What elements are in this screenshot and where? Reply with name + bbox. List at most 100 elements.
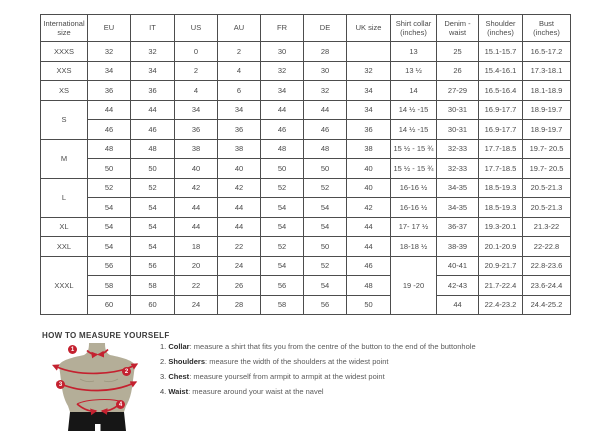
- table-cell: 16.9-17.7: [478, 119, 523, 140]
- size-chart-table: International size EU IT US AU FR DE UK size Shi…: [40, 14, 571, 315]
- table-cell: 52: [303, 177, 347, 198]
- table-cell: 50: [303, 236, 347, 257]
- table-cell: 34: [346, 99, 391, 120]
- table-cell: 17.7-18.5: [478, 138, 523, 159]
- step-text: : measure yourself from armpit to armpit…: [189, 372, 385, 381]
- table-cell: 20: [174, 255, 218, 276]
- table-cell: 42-43: [436, 275, 479, 296]
- table-cell: 48: [87, 138, 131, 159]
- table-cell: XXXS: [40, 41, 88, 62]
- table-cell: 36: [87, 80, 131, 101]
- table-cell: 23.6-24.4: [522, 275, 571, 296]
- measure-step-shoulders: 2. Shoulders: measure the width of the s…: [160, 358, 476, 366]
- table-row: 60 60 24 28 58 56 50 44 22.4-23.2 24.4-25.2: [41, 294, 571, 315]
- table-cell: 20.5-21.3: [522, 177, 571, 198]
- step-text: : measure around your waist at the navel: [188, 387, 324, 396]
- waist-measure-line: [76, 403, 98, 416]
- table-cell: 14 ½ -15: [390, 99, 437, 120]
- table-cell: 38-39: [436, 236, 479, 257]
- table-cell: 14: [390, 80, 437, 101]
- table-cell: 44: [87, 99, 131, 120]
- table-cell: 44: [346, 216, 391, 237]
- table-cell: 54: [303, 275, 347, 296]
- table-row: XS 36 36 4 6 34 32 34 14 27-29 16.5-16.4 18.1-18.9: [40, 80, 571, 101]
- table-cell: 21.3-22: [522, 216, 571, 237]
- table-cell: 4: [174, 80, 218, 101]
- table-row: S 44 44 34 34 44 44 34 14 ½ -15 30-31 16.9-17.7 18.…: [40, 99, 571, 140]
- table-cell: 42: [174, 177, 218, 198]
- table-cell: 32-33: [436, 158, 479, 179]
- mannequin-illustration: [52, 343, 139, 431]
- table-cell: 60: [87, 294, 131, 315]
- step-number: 4.: [160, 387, 169, 396]
- table-row: XXXS 32 32 0 2 30 28 13 25 15.1-15.7 16.5-17.2: [40, 41, 571, 62]
- table-cell: 46: [346, 255, 391, 276]
- table-cell: 26: [217, 275, 261, 296]
- table-row: 50 50 40 40 50 50 40 15 ½ - 15 ¾ 32-33 17.7-18.5 1…: [41, 158, 571, 179]
- table-cell: 42: [346, 197, 391, 218]
- table-cell: 44: [130, 99, 175, 120]
- table-cell: 54: [87, 197, 131, 218]
- table-cell: 56: [303, 294, 347, 315]
- measure-step-waist: 4. Waist: measure around your waist at t…: [160, 388, 476, 396]
- table-cell: 34: [217, 99, 261, 120]
- table-cell: 19 -20: [390, 255, 437, 315]
- measure-steps-list: 1. Collar: measure a shirt that fits you…: [160, 343, 476, 403]
- table-cell: 24: [174, 294, 218, 315]
- table-cell: 18.5-19.3: [478, 197, 523, 218]
- table-cell: 32: [260, 60, 304, 81]
- measure-badge-1: 1: [68, 345, 77, 354]
- table-cell: 4: [217, 60, 261, 81]
- table-cell: 48: [130, 138, 175, 159]
- measure-step-collar: 1. Collar: measure a shirt that fits you…: [160, 343, 476, 351]
- table-row: 46 46 36 36 46 46 36 14 ½ -15 30-31 16.9-17.7 18.9…: [41, 119, 571, 140]
- table-cell: 32: [87, 41, 131, 62]
- table-cell: 54: [87, 236, 131, 257]
- step-term: Shoulders: [168, 357, 206, 366]
- table-cell: 58: [87, 275, 131, 296]
- table-cell: 19.7- 20.5: [522, 158, 571, 179]
- table-cell: 18.9-19.7: [522, 119, 571, 140]
- table-cell: 16-16 ½: [390, 197, 437, 218]
- table-cell: 20.1-20.9: [478, 236, 523, 257]
- table-cell: 40: [217, 158, 261, 179]
- table-cell: [346, 41, 391, 62]
- table-cell: 48: [260, 138, 304, 159]
- table-cell: 32: [303, 80, 347, 101]
- table-cell: 16.9-17.7: [478, 99, 523, 120]
- table-cell: 36-37: [436, 216, 479, 237]
- table-cell: L: [40, 177, 88, 218]
- table-cell: 22.8-23.6: [522, 255, 571, 276]
- column-header: IT: [130, 14, 175, 42]
- table-cell: 46: [260, 119, 304, 140]
- column-header: Shirt collar (inches): [390, 14, 437, 42]
- table-cell: 38: [174, 138, 218, 159]
- table-cell: 56: [260, 275, 304, 296]
- table-cell: 36: [174, 119, 218, 140]
- table-cell: 52: [130, 177, 175, 198]
- table-cell: 60: [130, 294, 175, 315]
- table-cell: 40: [346, 158, 391, 179]
- collar-measure-line: [86, 349, 99, 359]
- torso-shape: [59, 343, 135, 412]
- table-cell: 42: [217, 177, 261, 198]
- table-cell: 40-41: [436, 255, 479, 276]
- table-cell: 44: [436, 294, 479, 315]
- table-cell: 22: [217, 236, 261, 257]
- table-cell: 26: [436, 60, 479, 81]
- table-cell: XS: [40, 80, 88, 101]
- table-cell: 40: [174, 158, 218, 179]
- table-cell: 18.9-19.7: [522, 99, 571, 120]
- table-cell: 54: [303, 216, 347, 237]
- table-cell: 44: [174, 197, 218, 218]
- table-cell: 46: [87, 119, 131, 140]
- table-cell: 30: [303, 60, 347, 81]
- table-cell: 54: [260, 197, 304, 218]
- size-table-body: XXXS 32 32 0 2 30 28 13 25 15.1-15.7 16.5-17.2 XXS 3…: [40, 41, 571, 315]
- table-cell: 18.5-19.3: [478, 177, 523, 198]
- table-cell: 21.7-22.4: [478, 275, 523, 296]
- table-cell: 58: [130, 275, 175, 296]
- table-row: 54 54 44 44 54 54 42 16-16 ½ 34-35 18.5-19.3 20.5-…: [41, 197, 571, 218]
- table-cell: 24.4-25.2: [522, 294, 571, 315]
- step-number: 2.: [160, 357, 169, 366]
